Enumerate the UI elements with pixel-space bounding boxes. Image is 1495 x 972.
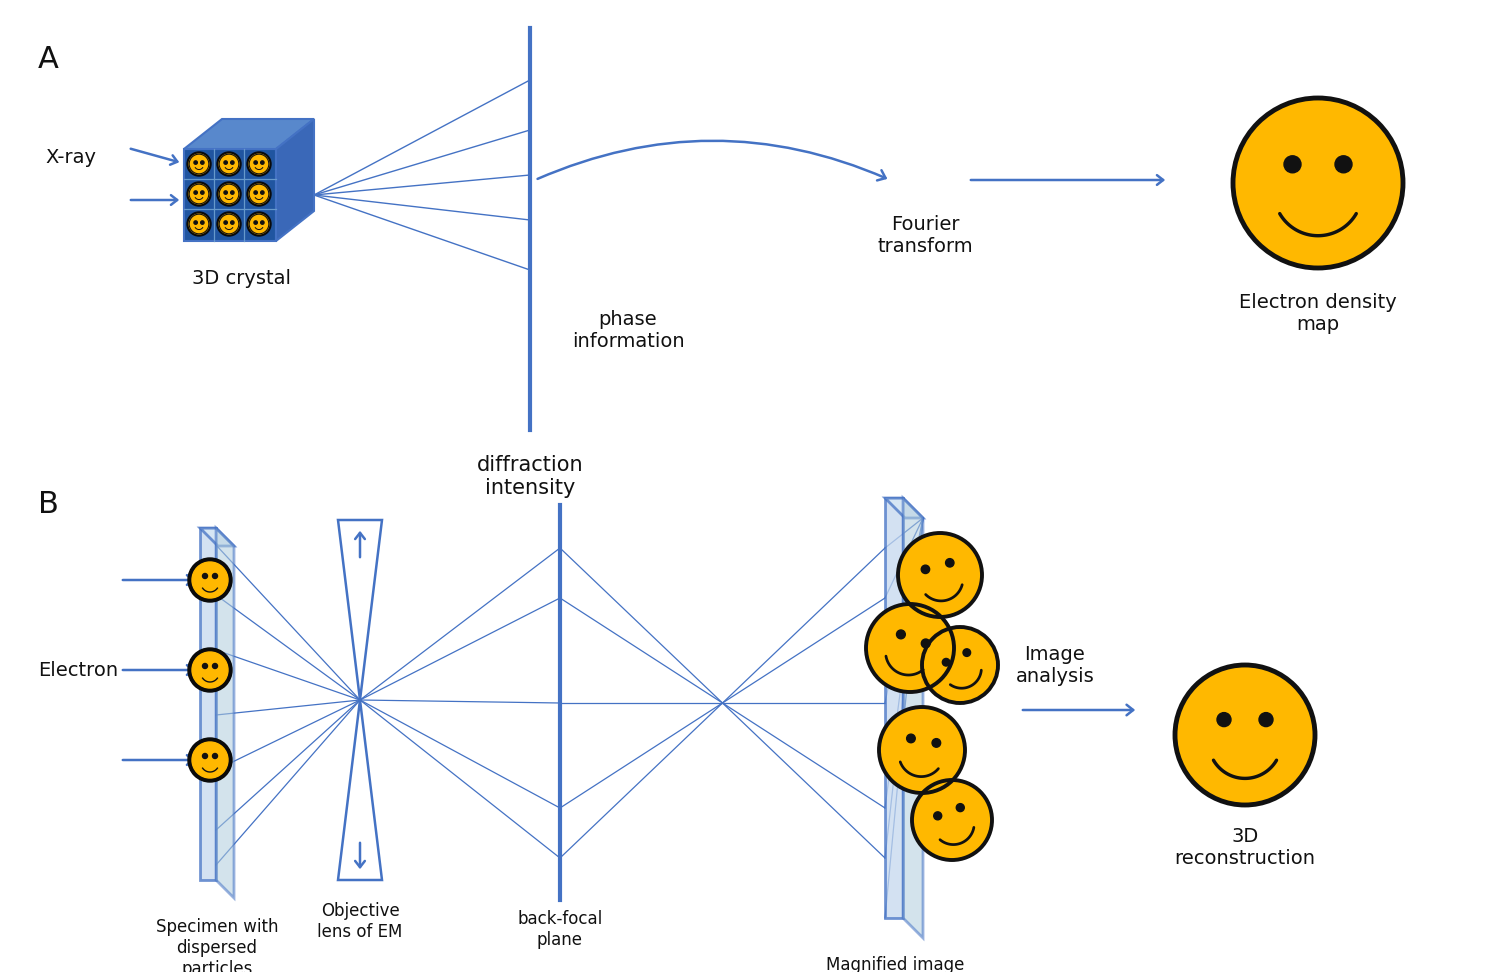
Circle shape — [217, 182, 241, 206]
Circle shape — [224, 161, 227, 164]
Circle shape — [254, 161, 257, 164]
Circle shape — [191, 652, 229, 688]
Text: Electron density
map: Electron density map — [1239, 293, 1396, 334]
Circle shape — [220, 214, 239, 234]
Circle shape — [957, 804, 964, 812]
Text: Fourier
transform: Fourier transform — [878, 215, 973, 256]
Circle shape — [898, 533, 982, 617]
Text: back-focal
plane: back-focal plane — [517, 910, 602, 949]
Circle shape — [212, 573, 217, 578]
Text: A: A — [37, 45, 58, 74]
Circle shape — [254, 221, 257, 225]
Circle shape — [217, 152, 241, 176]
Circle shape — [247, 182, 271, 206]
Circle shape — [202, 753, 208, 758]
Polygon shape — [903, 498, 922, 938]
Circle shape — [194, 221, 197, 225]
Circle shape — [1335, 156, 1351, 173]
Circle shape — [260, 161, 265, 164]
Text: phase
information: phase information — [571, 310, 685, 351]
Circle shape — [187, 182, 211, 206]
Polygon shape — [277, 119, 314, 241]
Circle shape — [230, 161, 235, 164]
Circle shape — [190, 155, 209, 174]
Circle shape — [194, 161, 197, 164]
Circle shape — [250, 184, 269, 204]
Text: diffraction
intensity: diffraction intensity — [477, 455, 583, 499]
Circle shape — [931, 739, 940, 747]
Circle shape — [212, 753, 217, 758]
Circle shape — [1217, 712, 1230, 727]
Circle shape — [897, 630, 906, 639]
Circle shape — [945, 559, 954, 567]
Circle shape — [1175, 665, 1316, 805]
Circle shape — [922, 627, 999, 703]
Circle shape — [866, 604, 954, 692]
Circle shape — [202, 664, 208, 669]
Circle shape — [200, 191, 203, 194]
Text: Objective
lens of EM: Objective lens of EM — [317, 902, 402, 941]
Circle shape — [1233, 98, 1402, 268]
Circle shape — [212, 664, 217, 669]
Circle shape — [188, 558, 232, 602]
Text: Electron: Electron — [37, 661, 118, 679]
Circle shape — [230, 221, 235, 225]
Polygon shape — [200, 528, 215, 880]
Circle shape — [250, 214, 269, 234]
Text: B: B — [37, 490, 58, 519]
Text: Magnified image: Magnified image — [825, 956, 964, 972]
Polygon shape — [885, 498, 903, 918]
Circle shape — [200, 221, 203, 225]
Circle shape — [187, 212, 211, 236]
Circle shape — [879, 707, 964, 793]
Circle shape — [202, 573, 208, 578]
Circle shape — [912, 780, 993, 860]
Polygon shape — [184, 119, 314, 149]
Circle shape — [224, 221, 227, 225]
Circle shape — [260, 191, 265, 194]
Circle shape — [190, 214, 209, 234]
Polygon shape — [184, 149, 277, 241]
Circle shape — [963, 648, 970, 656]
Circle shape — [250, 155, 269, 174]
Circle shape — [200, 161, 203, 164]
Circle shape — [224, 191, 227, 194]
Circle shape — [230, 191, 235, 194]
Circle shape — [188, 648, 232, 692]
Circle shape — [188, 738, 232, 782]
Circle shape — [191, 742, 229, 778]
Circle shape — [191, 562, 229, 598]
Circle shape — [217, 212, 241, 236]
Circle shape — [190, 184, 209, 204]
Circle shape — [1259, 712, 1274, 727]
Polygon shape — [885, 498, 922, 518]
Circle shape — [247, 152, 271, 176]
Polygon shape — [215, 528, 235, 898]
Circle shape — [906, 734, 915, 743]
Circle shape — [921, 565, 930, 573]
Text: X-ray: X-ray — [45, 149, 96, 167]
Circle shape — [942, 658, 949, 666]
Circle shape — [220, 155, 239, 174]
Circle shape — [187, 152, 211, 176]
Text: Image
analysis: Image analysis — [1015, 645, 1094, 686]
Circle shape — [220, 184, 239, 204]
Circle shape — [921, 639, 930, 647]
Circle shape — [260, 221, 265, 225]
Circle shape — [247, 212, 271, 236]
Circle shape — [934, 812, 942, 819]
Circle shape — [1284, 156, 1301, 173]
Text: Specimen with
dispersed
particles: Specimen with dispersed particles — [155, 918, 278, 972]
Polygon shape — [200, 528, 235, 546]
Text: 3D
reconstruction: 3D reconstruction — [1175, 827, 1316, 868]
Circle shape — [194, 191, 197, 194]
Text: 3D crystal: 3D crystal — [193, 269, 292, 288]
Circle shape — [254, 191, 257, 194]
